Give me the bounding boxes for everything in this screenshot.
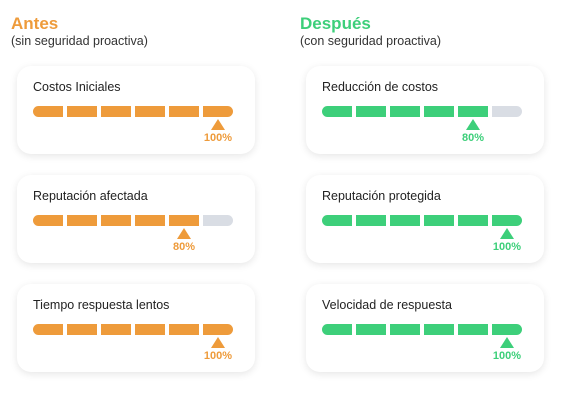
after-heading: Después — [300, 14, 371, 33]
bar-segment-filled — [203, 324, 233, 335]
bar-segment-filled — [169, 215, 199, 226]
bar-segment-filled — [424, 215, 454, 226]
bar-segment-filled — [492, 324, 522, 335]
card-label: Tiempo respuesta lentos — [33, 298, 170, 312]
progress-bar — [33, 106, 233, 117]
card-initial-costs: Costos Iniciales 100% — [17, 66, 255, 154]
after-column: Después (con seguridad proactiva) Reducc… — [300, 0, 560, 372]
card-label: Reputación afectada — [33, 189, 148, 203]
bar-segment-filled — [135, 215, 165, 226]
bar-segment-filled — [356, 324, 386, 335]
bar-segment-filled — [424, 324, 454, 335]
progress-marker: 100% — [198, 119, 238, 144]
progress-bar — [322, 324, 522, 335]
triangle-pointer-icon — [466, 119, 480, 130]
progress-marker: 100% — [198, 337, 238, 362]
bar-segment-filled — [101, 215, 131, 226]
card-affected-reputation: Reputación afectada 80% — [17, 175, 255, 263]
percent-label: 80% — [461, 132, 485, 144]
triangle-pointer-icon — [500, 228, 514, 239]
before-heading: Antes — [11, 14, 59, 33]
percent-label: 100% — [203, 350, 233, 362]
bar-segment-filled — [33, 106, 63, 117]
bar-segment-filled — [67, 106, 97, 117]
bar-segment-filled — [101, 324, 131, 335]
bar-segment-filled — [390, 215, 420, 226]
bar-segment-filled — [203, 106, 233, 117]
triangle-pointer-icon — [211, 119, 225, 130]
bar-segment-filled — [356, 215, 386, 226]
card-label: Costos Iniciales — [33, 80, 121, 94]
progress-marker: 100% — [487, 228, 527, 253]
card-label: Reducción de costos — [322, 80, 439, 94]
percent-label: 100% — [492, 241, 522, 253]
card-label: Reputación protegida — [322, 189, 441, 203]
bar-segment-filled — [458, 215, 488, 226]
triangle-pointer-icon — [500, 337, 514, 348]
card-protected-reputation: Reputación protegida 100% — [306, 175, 544, 263]
percent-label: 100% — [203, 132, 233, 144]
bar-segment-filled — [67, 215, 97, 226]
before-subtitle: (sin seguridad proactiva) — [11, 34, 148, 48]
bar-segment-filled — [101, 106, 131, 117]
bar-segment-filled — [169, 324, 199, 335]
card-response-speed: Velocidad de respuesta 100% — [306, 284, 544, 372]
progress-bar — [322, 215, 522, 226]
card-slow-response: Tiempo respuesta lentos 100% — [17, 284, 255, 372]
progress-bar — [322, 106, 522, 117]
bar-segment-filled — [33, 324, 63, 335]
progress-marker: 80% — [453, 119, 493, 144]
bar-segment-filled — [135, 324, 165, 335]
bar-segment-filled — [390, 106, 420, 117]
progress-bar — [33, 324, 233, 335]
bar-segment-filled — [424, 106, 454, 117]
bar-segment-empty — [203, 215, 233, 226]
bar-segment-filled — [458, 324, 488, 335]
triangle-pointer-icon — [211, 337, 225, 348]
progress-marker: 80% — [164, 228, 204, 253]
bar-segment-filled — [322, 215, 352, 226]
bar-segment-filled — [33, 215, 63, 226]
bar-segment-filled — [135, 106, 165, 117]
bar-segment-filled — [67, 324, 97, 335]
card-label: Velocidad de respuesta — [322, 298, 452, 312]
percent-label: 100% — [492, 350, 522, 362]
after-subtitle: (con seguridad proactiva) — [300, 34, 442, 48]
bar-segment-filled — [390, 324, 420, 335]
bar-segment-filled — [492, 215, 522, 226]
bar-segment-empty — [492, 106, 522, 117]
bar-segment-filled — [322, 324, 352, 335]
percent-label: 80% — [172, 241, 196, 253]
bar-segment-filled — [458, 106, 488, 117]
progress-bar — [33, 215, 233, 226]
bar-segment-filled — [322, 106, 352, 117]
progress-marker: 100% — [487, 337, 527, 362]
bar-segment-filled — [169, 106, 199, 117]
triangle-pointer-icon — [177, 228, 191, 239]
before-column: Antes (sin seguridad proactiva) Costos I… — [11, 0, 271, 372]
bar-segment-filled — [356, 106, 386, 117]
card-cost-reduction: Reducción de costos 80% — [306, 66, 544, 154]
